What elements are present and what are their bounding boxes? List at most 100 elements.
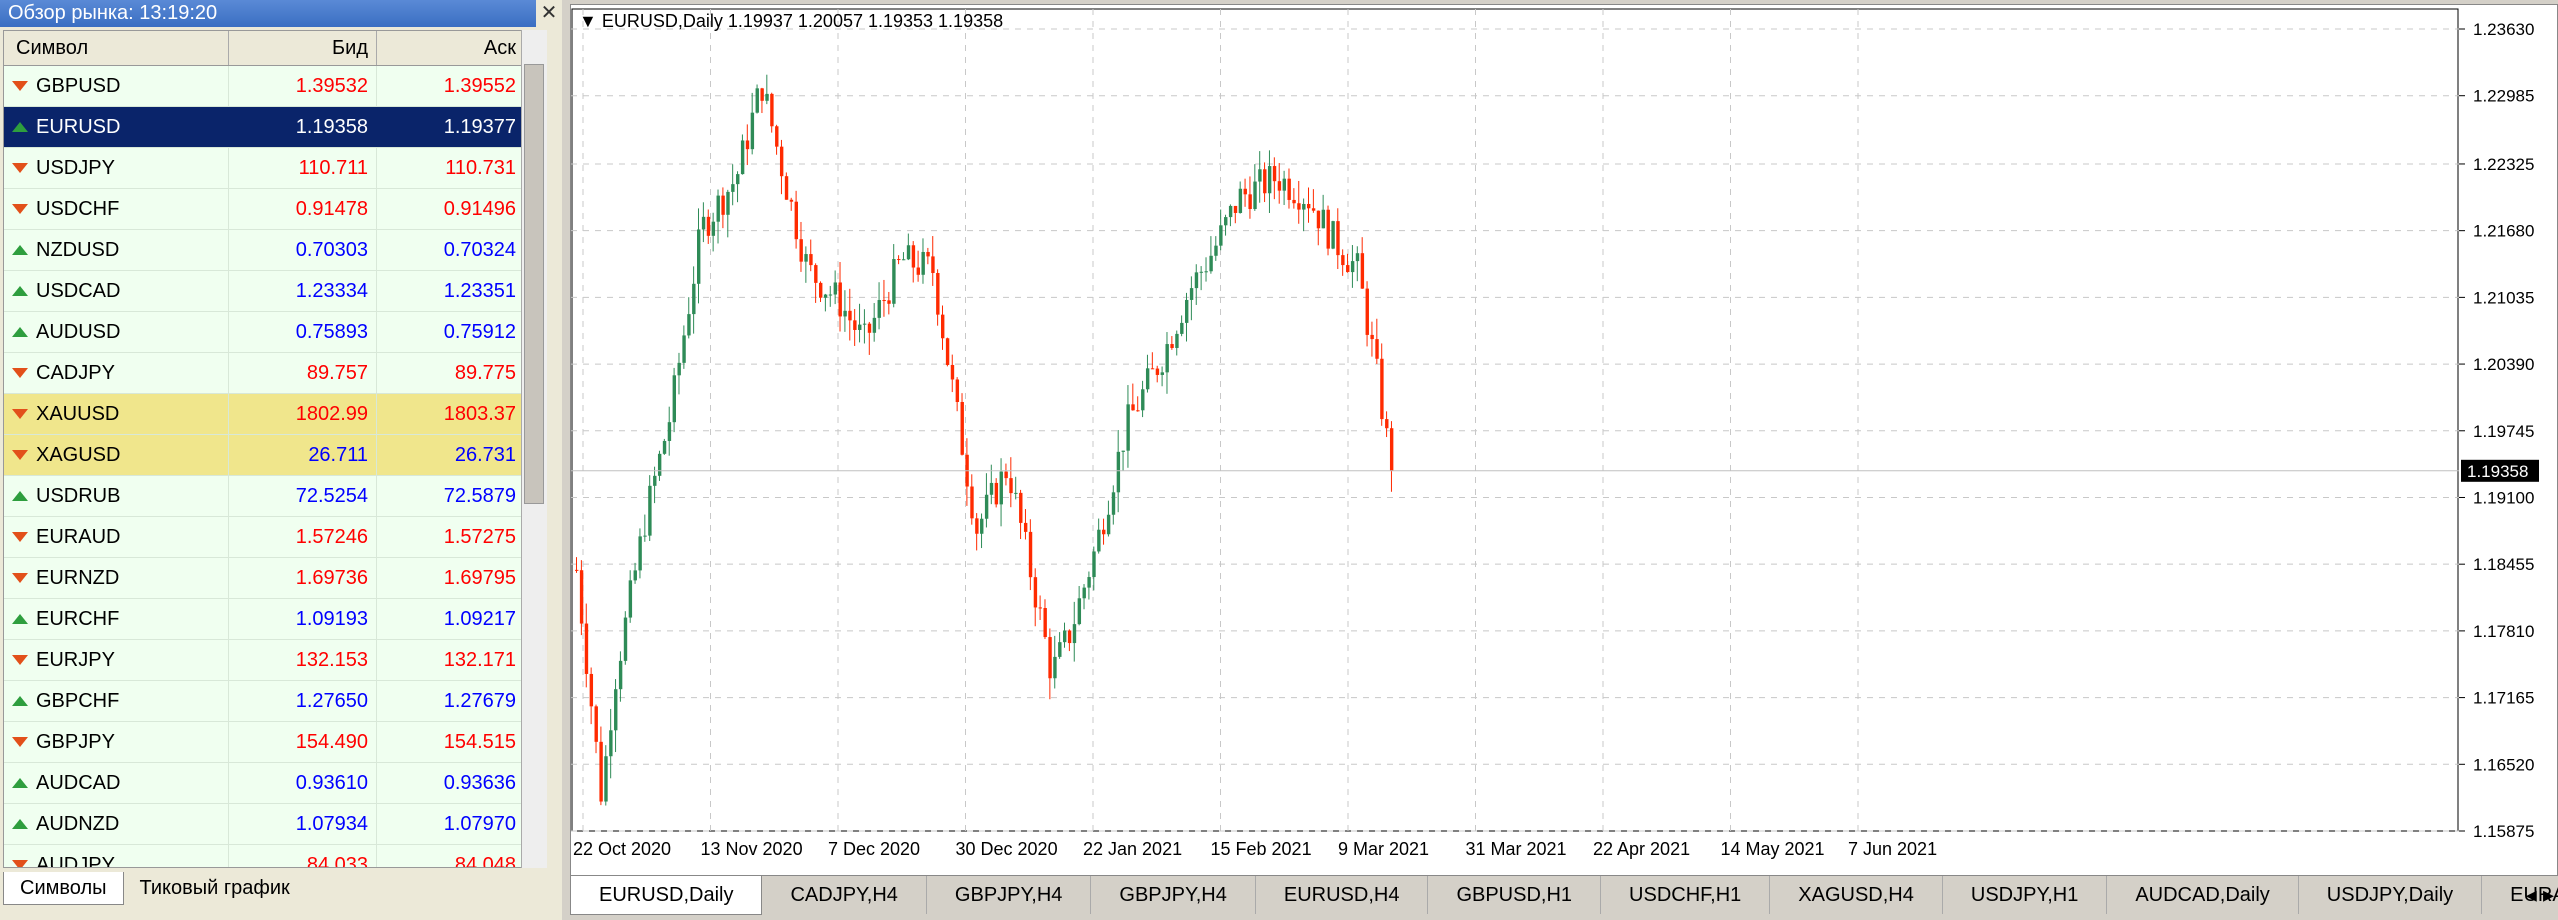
chart-tab[interactable]: EURUSD,H4	[1256, 876, 1429, 914]
column-bid[interactable]: Бид	[229, 31, 377, 65]
symbol-cell: GBPCHF	[4, 681, 229, 721]
candle-body	[1014, 492, 1018, 494]
candle-body	[657, 453, 662, 476]
symbol-cell: AUDUSD	[4, 312, 229, 352]
chart-tab[interactable]: XAGUSD,H4	[1770, 876, 1943, 914]
scrollbar-thumb[interactable]	[524, 64, 544, 504]
chart-tab[interactable]: GBPUSD,H1	[1428, 876, 1602, 914]
table-row[interactable]: EURCHF 1.09193 1.09217	[4, 599, 545, 640]
candle-body	[858, 324, 862, 330]
chart-tab[interactable]: USDCHF,H1	[1601, 876, 1771, 914]
table-row[interactable]: USDRUB 72.5254 72.5879	[4, 476, 545, 517]
candle-body	[892, 259, 896, 304]
ask-cell: 1.69795	[377, 558, 525, 598]
scrollbar[interactable]	[521, 30, 547, 868]
candle-body	[677, 362, 681, 376]
tab-scroll-arrows-icon[interactable]: ◂ ▸	[2525, 882, 2554, 907]
chart-tab[interactable]: EURAUD,H	[2482, 876, 2558, 914]
tab-tick-chart[interactable]: Тиковый график	[139, 877, 290, 899]
candle-body	[828, 294, 833, 296]
candle-body	[1258, 169, 1262, 182]
bid-cell: 26.711	[229, 435, 377, 475]
candlestick-chart[interactable]: 1.23630 1.22985 1.22325 1.21680 1.21035 1.203…	[571, 5, 2557, 875]
candle-body	[1126, 404, 1130, 451]
candle-body	[1316, 210, 1321, 229]
symbol-name: NZDUSD	[36, 239, 120, 261]
candle-body	[1267, 166, 1272, 194]
price-label: 1.19745	[2473, 422, 2534, 441]
candle-body	[1224, 217, 1228, 226]
arrow-down-icon	[12, 368, 28, 378]
candle-body	[1175, 333, 1179, 348]
table-row[interactable]: AUDNZD 1.07934 1.07970	[4, 804, 545, 845]
candle-body	[682, 335, 686, 363]
table-row[interactable]: EURNZD 1.69736 1.69795	[4, 558, 545, 599]
table-row[interactable]: CADJPY 89.757 89.775	[4, 353, 545, 394]
candle-body	[589, 673, 594, 707]
price-label: 1.20390	[2473, 355, 2534, 374]
candle-body	[960, 402, 964, 455]
table-row[interactable]: USDCHF 0.91478 0.91496	[4, 189, 545, 230]
candle-body	[1346, 265, 1350, 273]
chart-tab[interactable]: USDJPY,Daily	[2299, 876, 2483, 914]
price-label: 1.18455	[2473, 555, 2534, 574]
candle-body	[945, 338, 950, 365]
candle-body	[643, 535, 647, 537]
table-row[interactable]: AUDCAD 0.93610 0.93636	[4, 763, 545, 804]
tab-symbols[interactable]: Символы	[3, 872, 124, 905]
ask-cell: 1.57275	[377, 517, 525, 557]
candle-body	[1023, 522, 1028, 532]
table-row[interactable]: EURUSD 1.19358 1.19377	[4, 107, 545, 148]
ask-cell: 0.70324	[377, 230, 525, 270]
candle-body	[950, 364, 955, 380]
symbol-name: EURUSD	[36, 116, 121, 138]
table-row[interactable]: USDJPY 110.711 110.731	[4, 148, 545, 189]
symbol-cell: AUDCAD	[4, 763, 229, 803]
table-row[interactable]: AUDJPY 84.033 84.048	[4, 845, 545, 867]
candle-body	[579, 570, 584, 624]
close-icon[interactable]: ✕	[540, 2, 558, 24]
candle-body	[1141, 389, 1145, 411]
table-row[interactable]: GBPUSD 1.39532 1.39552	[4, 66, 545, 107]
candle-body	[1321, 209, 1326, 229]
candle-body	[872, 317, 877, 333]
symbol-name: AUDUSD	[36, 321, 121, 343]
chart-tab[interactable]: USDJPY,H1	[1943, 876, 2108, 914]
candle-body	[687, 314, 691, 336]
candle-body	[1028, 531, 1033, 578]
column-symbol[interactable]: Символ	[4, 31, 229, 65]
arrow-up-icon	[12, 286, 28, 296]
candle-body	[1238, 188, 1243, 213]
candle-body	[1297, 203, 1301, 210]
symbol-name: GBPJPY	[36, 731, 115, 753]
table-row[interactable]: XAGUSD 26.711 26.731	[4, 435, 545, 476]
bid-cell: 1.69736	[229, 558, 377, 598]
candle-body	[921, 251, 925, 275]
ask-cell: 0.91496	[377, 189, 525, 229]
candle-body	[760, 88, 764, 101]
bid-cell: 0.93610	[229, 763, 377, 803]
table-row[interactable]: AUDUSD 0.75893 0.75912	[4, 312, 545, 353]
table-row[interactable]: GBPJPY 154.490 154.515	[4, 722, 545, 763]
table-row[interactable]: EURJPY 132.153 132.171	[4, 640, 545, 681]
table-row[interactable]: XAUUSD 1802.99 1803.37	[4, 394, 545, 435]
chart-tab[interactable]: EURUSD,Daily	[570, 876, 763, 915]
chart-tab[interactable]: AUDCAD,Daily	[2107, 876, 2299, 914]
chart-window[interactable]: 1.23630 1.22985 1.22325 1.21680 1.21035 1.203…	[570, 4, 2558, 876]
plot-border	[571, 8, 2459, 832]
price-label: 1.17810	[2473, 622, 2534, 641]
bid-cell: 1.23334	[229, 271, 377, 311]
chart-tab[interactable]: CADJPY,H4	[762, 876, 927, 914]
candle-body	[1043, 608, 1047, 638]
table-row[interactable]: USDCAD 1.23334 1.23351	[4, 271, 545, 312]
candle-body	[716, 195, 720, 222]
candle-body	[1131, 404, 1135, 411]
table-row[interactable]: NZDUSD 0.70303 0.70324	[4, 230, 545, 271]
chart-tab[interactable]: GBPJPY,H4	[1091, 876, 1256, 914]
table-row[interactable]: GBPCHF 1.27650 1.27679	[4, 681, 545, 722]
column-ask[interactable]: Аск	[377, 31, 525, 65]
table-row[interactable]: EURAUD 1.57246 1.57275	[4, 517, 545, 558]
candle-body	[604, 756, 608, 802]
chart-tab[interactable]: GBPJPY,H4	[927, 876, 1092, 914]
ask-cell: 110.731	[377, 148, 525, 188]
